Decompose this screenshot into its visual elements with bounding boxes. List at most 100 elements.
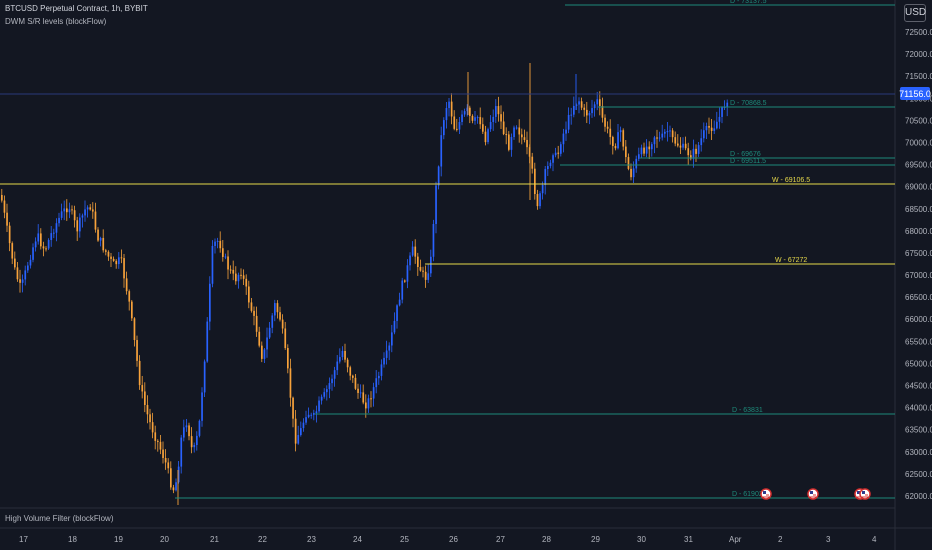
level-label: D - 73137.5 bbox=[730, 0, 767, 5]
price-tick-label: 62500.0 bbox=[905, 470, 932, 479]
us-flag-icon[interactable] bbox=[807, 488, 819, 500]
candle-body bbox=[417, 256, 419, 267]
time-tick-label: 24 bbox=[353, 535, 362, 544]
price-tick-label: 64000.0 bbox=[905, 404, 932, 413]
candle-body bbox=[177, 466, 180, 483]
candle-body bbox=[549, 162, 552, 167]
candle-body bbox=[276, 303, 279, 313]
candle-body bbox=[323, 392, 326, 397]
candle-body bbox=[240, 274, 242, 276]
candle-body bbox=[60, 211, 63, 218]
candle-body bbox=[112, 258, 115, 261]
candle-body bbox=[175, 482, 177, 491]
candle-body bbox=[320, 396, 323, 401]
candle-body bbox=[565, 129, 567, 134]
candle-body bbox=[365, 402, 367, 409]
candle-body bbox=[255, 315, 258, 332]
candle-body bbox=[703, 130, 705, 139]
symbol-title[interactable]: BTCUSD Perpetual Contract, 1h, BYBIT bbox=[5, 4, 148, 13]
candle-body bbox=[118, 257, 120, 265]
candle-body bbox=[128, 291, 131, 302]
candle-body bbox=[713, 128, 716, 131]
price-tick-label: 71500.0 bbox=[905, 72, 932, 81]
candle-body bbox=[344, 350, 346, 360]
candle-body bbox=[305, 417, 307, 423]
candle-body bbox=[370, 398, 372, 400]
candle-body bbox=[515, 127, 518, 129]
candle-body bbox=[107, 251, 110, 257]
candle-body bbox=[227, 256, 229, 270]
us-flag-icon[interactable] bbox=[859, 488, 871, 500]
candle-body bbox=[242, 275, 245, 279]
candle-body bbox=[172, 487, 175, 491]
candle-body bbox=[583, 107, 586, 110]
candle-body bbox=[671, 130, 674, 138]
price-tick-label: 62000.0 bbox=[905, 492, 932, 501]
candle-body bbox=[567, 114, 570, 130]
candle-body bbox=[682, 143, 684, 148]
candle-body bbox=[632, 168, 635, 178]
candle-body bbox=[206, 321, 209, 362]
candle-body bbox=[250, 302, 253, 311]
candle-body bbox=[570, 114, 573, 116]
candle-body bbox=[297, 435, 300, 444]
candle-body bbox=[105, 250, 107, 252]
candle-body bbox=[539, 193, 541, 207]
price-tick-label: 63500.0 bbox=[905, 426, 932, 435]
time-tick-label: 22 bbox=[258, 535, 267, 544]
candle-body bbox=[658, 137, 661, 139]
us-flag-icon[interactable] bbox=[760, 488, 772, 500]
candle-body bbox=[310, 414, 313, 416]
indicator-legend[interactable]: DWM S/R levels (blockFlow) bbox=[5, 17, 107, 26]
candle-body bbox=[588, 113, 591, 116]
candle-body bbox=[331, 378, 333, 384]
candle-body bbox=[684, 143, 687, 149]
currency-button[interactable]: USD bbox=[904, 4, 926, 22]
candle-body bbox=[614, 145, 617, 149]
candle-body bbox=[24, 270, 27, 280]
volume-filter-legend[interactable]: High Volume Filter (blockFlow) bbox=[5, 514, 114, 523]
candle-body bbox=[102, 237, 105, 251]
candle-body bbox=[115, 260, 118, 265]
candle-body bbox=[141, 385, 144, 392]
candle-body bbox=[341, 350, 344, 358]
candle-body bbox=[557, 152, 560, 154]
candle-body bbox=[76, 220, 79, 232]
price-tick-label: 68000.0 bbox=[905, 227, 932, 236]
candle-body bbox=[604, 117, 606, 127]
candle-body bbox=[534, 168, 536, 195]
candle-body bbox=[146, 404, 149, 415]
price-tick-label: 72000.0 bbox=[905, 50, 932, 59]
economic-events[interactable] bbox=[760, 488, 871, 500]
candle-body bbox=[666, 131, 669, 133]
candle-body bbox=[674, 137, 677, 144]
candle-body bbox=[209, 283, 211, 322]
candle-body bbox=[196, 435, 198, 446]
candle-body bbox=[466, 107, 469, 112]
time-tick-label: 2 bbox=[778, 535, 783, 544]
price-tick-label: 72500.0 bbox=[905, 28, 932, 37]
candle-body bbox=[651, 144, 653, 150]
candle-body bbox=[193, 445, 196, 448]
last-price-label: 71156.0 bbox=[899, 89, 931, 99]
candle-body bbox=[281, 319, 284, 329]
candle-body bbox=[640, 147, 643, 155]
candle-body bbox=[326, 389, 328, 393]
candle-body bbox=[404, 280, 406, 282]
candle-body bbox=[222, 248, 224, 257]
candle-body bbox=[625, 146, 627, 158]
candle-body bbox=[398, 299, 401, 306]
candle-body bbox=[385, 350, 388, 358]
candle-body bbox=[63, 208, 66, 212]
candle-body bbox=[531, 156, 534, 169]
candle-body bbox=[609, 128, 612, 138]
candle-body bbox=[185, 425, 188, 428]
price-tick-label: 68500.0 bbox=[905, 205, 932, 214]
candle-body bbox=[401, 280, 404, 300]
candle-body bbox=[162, 449, 164, 459]
candle-body bbox=[71, 209, 73, 211]
candle-body bbox=[55, 223, 58, 233]
candle-body bbox=[190, 436, 193, 448]
